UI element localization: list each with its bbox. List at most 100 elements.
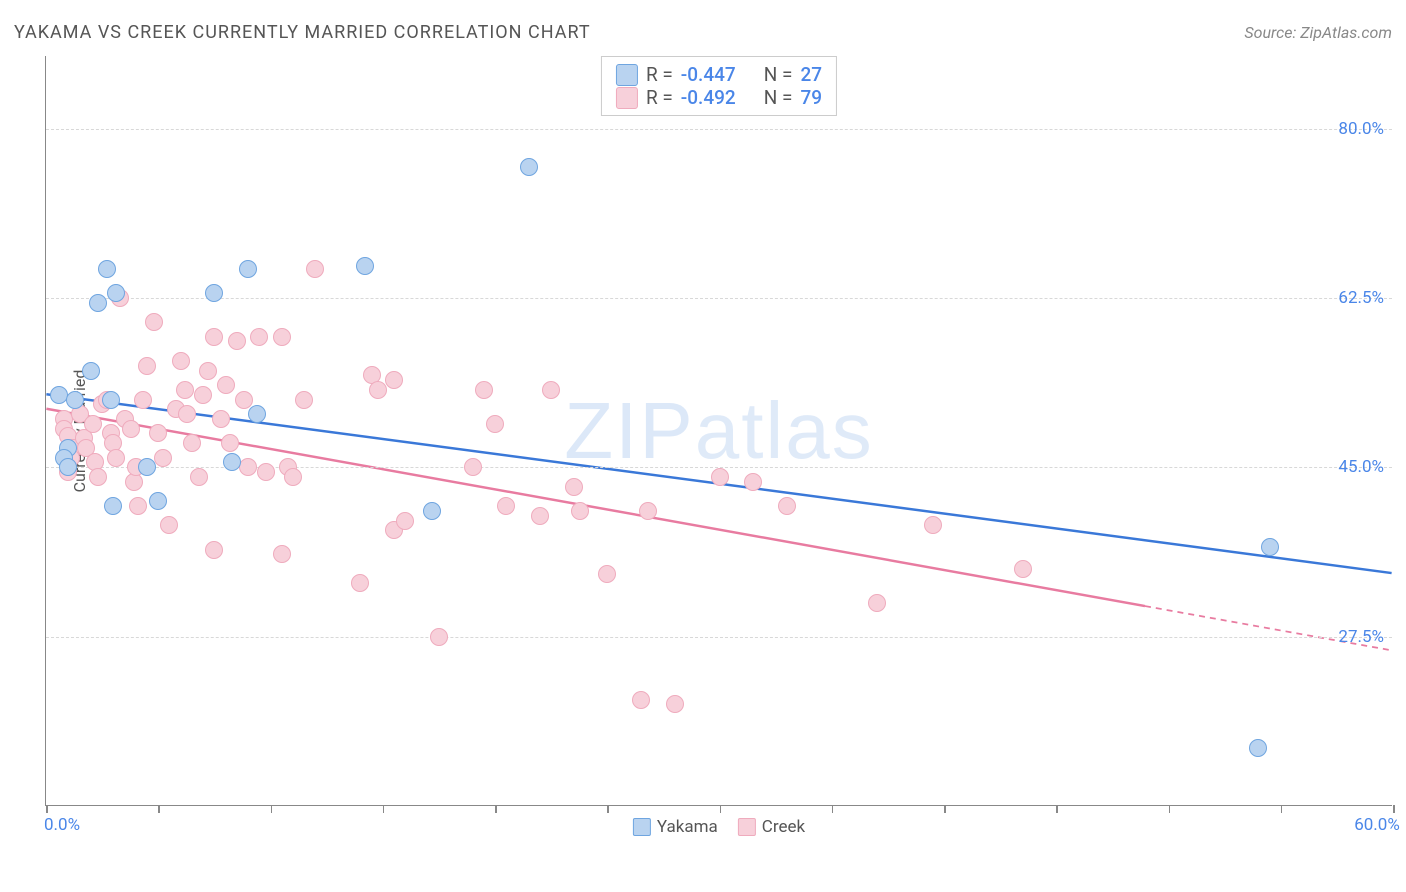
legend-swatch [738, 818, 756, 836]
scatter-point [464, 458, 482, 476]
scatter-point [486, 415, 504, 433]
x-tick [1056, 805, 1058, 813]
scatter-point [145, 313, 163, 331]
scatter-point [212, 410, 230, 428]
scatter-point [190, 468, 208, 486]
x-tick [720, 805, 722, 813]
x-tick [495, 805, 497, 813]
x-tick-label: 0.0% [44, 815, 80, 835]
scatter-point [82, 362, 100, 380]
scatter-point [248, 405, 266, 423]
legend-swatch [633, 818, 651, 836]
scatter-point [172, 352, 190, 370]
scatter-point [228, 332, 246, 350]
scatter-point [176, 381, 194, 399]
x-tick [158, 805, 160, 813]
scatter-point [423, 502, 441, 520]
scatter-point [98, 260, 116, 278]
scatter-point [59, 458, 77, 476]
scatter-point [89, 294, 107, 312]
scatter-point [129, 497, 147, 515]
scatter-point [89, 468, 107, 486]
scatter-point [107, 449, 125, 467]
scatter-point [273, 545, 291, 563]
x-tick [607, 805, 609, 813]
scatter-point [183, 434, 201, 452]
scatter-point [160, 516, 178, 534]
scatter-point [273, 328, 291, 346]
scatter-point [257, 463, 275, 481]
series-legend: Yakama Creek [633, 817, 805, 837]
scatter-point [306, 260, 324, 278]
legend-n-value: 27 [800, 63, 822, 86]
scatter-point [430, 628, 448, 646]
scatter-point [571, 502, 589, 520]
legend-r-value: -0.447 [681, 63, 736, 86]
trend-lines-svg [46, 56, 1392, 805]
scatter-point [223, 453, 241, 471]
scatter-point [138, 458, 156, 476]
scatter-point [542, 381, 560, 399]
scatter-point [149, 492, 167, 510]
scatter-point [221, 434, 239, 452]
x-tick [1281, 805, 1283, 813]
scatter-point [239, 260, 257, 278]
series-legend-label: Yakama [657, 817, 718, 837]
scatter-point [531, 507, 549, 525]
scatter-point [84, 415, 102, 433]
scatter-point [199, 362, 217, 380]
gridline [46, 129, 1392, 130]
scatter-point [235, 391, 253, 409]
scatter-point [295, 391, 313, 409]
legend-r-label: R = [646, 86, 673, 109]
scatter-point [205, 541, 223, 559]
legend-r-value: -0.492 [681, 86, 736, 109]
correlation-legend: R =-0.447N =27R =-0.492N =79 [601, 56, 837, 116]
scatter-point [632, 691, 650, 709]
chart-title: YAKAMA VS CREEK CURRENTLY MARRIED CORREL… [14, 22, 591, 43]
scatter-point [205, 328, 223, 346]
gridline [46, 637, 1392, 638]
scatter-point [239, 458, 257, 476]
scatter-point [178, 405, 196, 423]
scatter-point [497, 497, 515, 515]
correlation-legend-row: R =-0.492N =79 [616, 86, 822, 109]
source-attribution: Source: ZipAtlas.com [1244, 23, 1392, 42]
correlation-legend-row: R =-0.447N =27 [616, 63, 822, 86]
scatter-point [250, 328, 268, 346]
legend-r-label: R = [646, 63, 673, 86]
scatter-point [134, 391, 152, 409]
x-tick [383, 805, 385, 813]
series-legend-item: Yakama [633, 817, 718, 837]
x-tick [1169, 805, 1171, 813]
x-tick [46, 805, 48, 813]
scatter-point [1261, 538, 1279, 556]
scatter-point [149, 424, 167, 442]
scatter-point [868, 594, 886, 612]
series-legend-label: Creek [762, 817, 805, 837]
legend-swatch [616, 64, 638, 86]
scatter-point [1014, 560, 1032, 578]
scatter-point [104, 497, 122, 515]
scatter-point [639, 502, 657, 520]
legend-swatch [616, 87, 638, 109]
x-tick [944, 805, 946, 813]
scatter-point [520, 158, 538, 176]
chart-plot-area: Currently Married ZIPatlas R =-0.447N =2… [45, 56, 1392, 806]
scatter-point [475, 381, 493, 399]
x-tick [271, 805, 273, 813]
scatter-point [194, 386, 212, 404]
scatter-point [385, 371, 403, 389]
scatter-point [356, 257, 374, 275]
scatter-point [102, 391, 120, 409]
scatter-point [154, 449, 172, 467]
scatter-point [66, 391, 84, 409]
y-tick-label: 27.5% [1338, 627, 1384, 647]
scatter-point [122, 420, 140, 438]
scatter-point [284, 468, 302, 486]
scatter-point [351, 574, 369, 592]
scatter-point [666, 695, 684, 713]
y-tick-label: 80.0% [1338, 119, 1384, 139]
scatter-point [565, 478, 583, 496]
scatter-point [107, 284, 125, 302]
